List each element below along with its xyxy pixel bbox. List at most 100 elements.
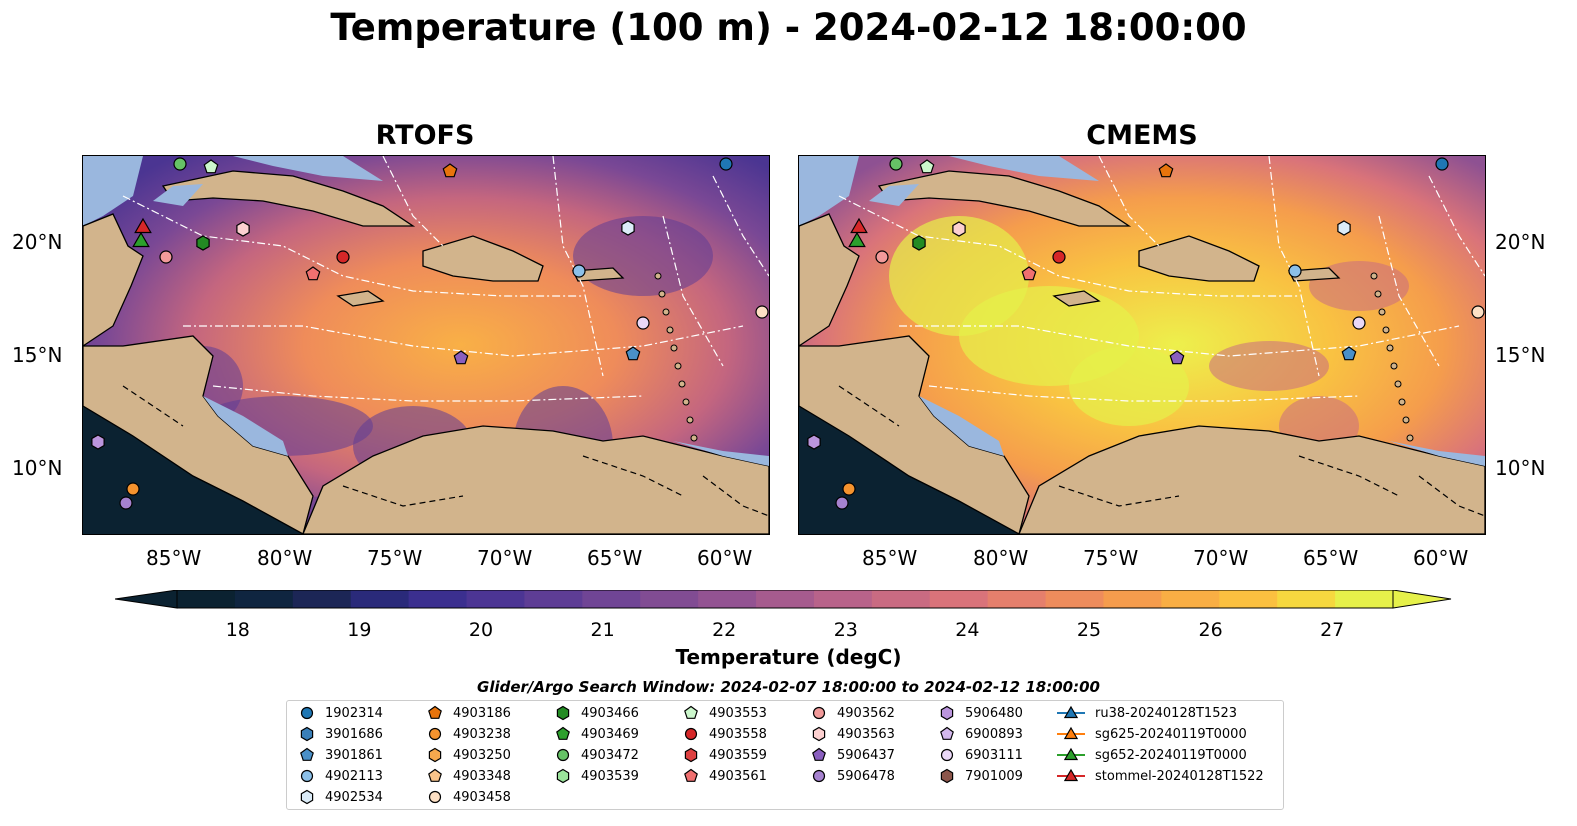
- legend-label: 4903348: [453, 768, 511, 784]
- lesser-antilles-island: [686, 416, 694, 424]
- colorbar-segment: [1335, 590, 1394, 608]
- lesser-antilles-island: [1394, 380, 1402, 388]
- colorbar: [115, 590, 1452, 609]
- legend-triangle: [1063, 747, 1079, 761]
- legend-item: 4903472: [555, 747, 639, 763]
- legend-label: 4903458: [453, 789, 511, 805]
- map-panel-rtofs[interactable]: [82, 155, 770, 535]
- colorbar-segment: [756, 590, 815, 608]
- country-border: [1058, 485, 1180, 507]
- legend-marker-icon: [300, 726, 314, 742]
- legend-marker-icon: [556, 768, 570, 784]
- legend-shape: [556, 748, 570, 762]
- colorbar-tick-label: 26: [1198, 619, 1223, 641]
- legend-item: 6900893: [939, 726, 1023, 742]
- lon-tick-label: 70°W: [477, 546, 533, 570]
- legend-marker-icon: [428, 768, 442, 782]
- legend-triangle: [1063, 726, 1079, 740]
- legend-shape: [812, 769, 826, 783]
- country-border: [702, 475, 769, 517]
- legend-label: 4903561: [709, 768, 767, 784]
- cuba-shelf: [869, 184, 919, 206]
- legend-item: 4903186: [427, 705, 511, 721]
- legend-item: 6903111: [939, 747, 1023, 763]
- legend-label: 4903238: [453, 726, 511, 742]
- legend-label: 4903466: [581, 705, 639, 721]
- legend-item: 4902534: [299, 789, 383, 805]
- legend-label: 1902314: [325, 705, 383, 721]
- yucatan-land: [799, 213, 860, 347]
- lesser-antilles-island: [1390, 362, 1398, 370]
- map-panel-cmems[interactable]: [798, 155, 1486, 535]
- warm-region: [1069, 346, 1189, 426]
- legend-shape: [940, 705, 954, 721]
- lesser-antilles-island: [1398, 398, 1406, 406]
- legend-marker-icon: [556, 726, 570, 740]
- float-marker-4903563: [952, 221, 966, 237]
- lat-tick-label: 10°N: [1495, 456, 1546, 480]
- country-border: [582, 455, 684, 497]
- legend-label: 4903539: [581, 768, 639, 784]
- colorbar-segment: [813, 590, 873, 608]
- legend-item: 1902314: [299, 705, 383, 721]
- legend-label: sg625-20240119T0000: [1095, 726, 1247, 742]
- legend-item: ru38-20240128T1523: [1057, 705, 1237, 721]
- legend-triangle: [1063, 705, 1079, 719]
- float-marker-3901861: [1341, 346, 1357, 361]
- legend-marker-icon: [812, 726, 826, 742]
- search-window-caption: Glider/Argo Search Window: 2024-02-07 18…: [477, 678, 1100, 696]
- float-marker-4903561: [1021, 266, 1037, 281]
- legend-shape: [684, 727, 698, 741]
- legend-label: 4903472: [581, 747, 639, 763]
- legend-shape: [940, 768, 954, 784]
- float-marker-4903558: [1052, 250, 1066, 264]
- legend-label: 4903186: [453, 705, 511, 721]
- colorbar-segment: [1103, 590, 1162, 608]
- legend-shape: [556, 726, 570, 740]
- float-marker-4903562: [875, 250, 889, 264]
- legend-item: 4902113: [299, 768, 383, 784]
- legend-label: sg652-20240119T0000: [1095, 747, 1247, 763]
- legend-item: 5906437: [811, 747, 895, 763]
- jamaica-land: [336, 290, 385, 307]
- legend-label: 5906478: [837, 768, 895, 784]
- colorbar-segment: [987, 590, 1047, 608]
- lon-tick-label: 85°W: [862, 546, 918, 570]
- float-marker-5906437: [453, 350, 469, 365]
- legend-shape: [300, 769, 314, 783]
- legend: 1902314 3901686 3901861 4902113 4902534 49031…: [286, 700, 1284, 810]
- legend-marker-icon: [300, 789, 314, 805]
- colorbar-tick-label: 21: [590, 619, 615, 641]
- eez-boundary: [212, 385, 644, 402]
- colorbar-tick-label: 23: [833, 619, 858, 641]
- float-marker-4902534: [621, 220, 635, 236]
- legend-marker-icon: [812, 747, 826, 761]
- float-marker-4903558: [336, 250, 350, 264]
- float-marker-4903472: [173, 157, 187, 171]
- legend-item: 4903561: [683, 768, 767, 784]
- legend-marker-icon: [684, 747, 698, 763]
- float-marker-5906480: [807, 434, 821, 450]
- legend-marker-icon: [684, 768, 698, 782]
- lesser-antilles-island: [682, 398, 690, 406]
- lesser-antilles-island: [666, 326, 674, 334]
- legend-item: 3901861: [299, 747, 383, 763]
- legend-label: 7901009: [965, 768, 1023, 784]
- south-america-land: [1018, 425, 1485, 534]
- lat-tick-label: 10°N: [12, 456, 63, 480]
- colorbar-tick-label: 25: [1076, 619, 1102, 641]
- lon-tick-label: 60°W: [1413, 546, 1469, 570]
- jamaica-land: [1052, 290, 1101, 307]
- legend-item: 4903466: [555, 705, 639, 721]
- country-border: [122, 385, 184, 427]
- legend-item: 4903539: [555, 768, 639, 784]
- legend-triangle: [1063, 768, 1079, 782]
- legend-marker-icon: [556, 705, 570, 721]
- colorbar-max-extend: [1392, 590, 1452, 609]
- legend-shape: [812, 726, 826, 742]
- map-canvas: [799, 156, 1485, 534]
- legend-item: 5906480: [939, 705, 1023, 721]
- legend-marker-icon: [812, 706, 826, 720]
- legend-label: 5906437: [837, 747, 895, 763]
- country-border: [1418, 475, 1485, 517]
